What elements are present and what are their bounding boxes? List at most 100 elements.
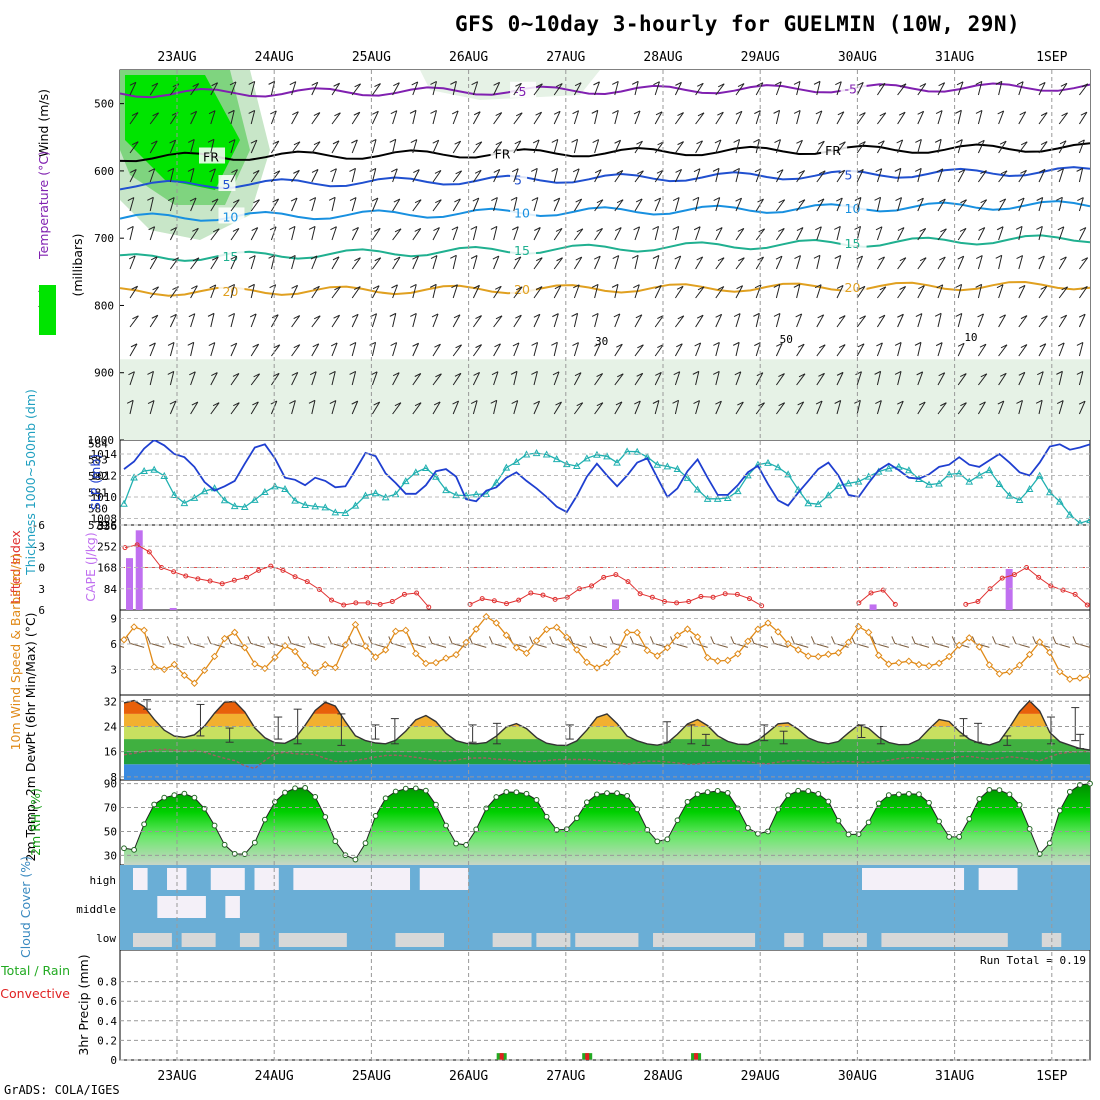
wind-barb-flag [571,138,578,143]
rh-point [805,788,812,794]
wind-barb-flag [230,342,237,347]
wind-barb-flag [189,371,196,376]
wind-barb [977,170,987,183]
wind-barb [715,286,725,299]
thickness-point [130,473,138,481]
wind-barb [493,343,501,357]
wind-barb-flag [692,370,700,375]
wind-barb [190,285,198,299]
wind-barb [149,342,156,357]
wind-barb [493,286,502,299]
wind-barb [634,400,641,415]
wind-barb-flag [737,227,745,232]
wind-barb [897,257,907,270]
wind-barb-flag [253,373,260,378]
wind-barb-flag [394,228,402,233]
wind-barb [1058,371,1063,386]
wind-barb [210,342,216,357]
wind-barb-flag [1018,371,1026,376]
cloud-high-gap [254,868,279,890]
precip-ytick: 0.4 [97,1015,117,1028]
wind-barb [856,169,864,183]
wind-barb-flag [414,228,421,232]
wind-barb-flag [918,285,925,290]
wind-barb [654,170,664,183]
wind-barb-flag [434,170,442,174]
cloud-level-label: middle [76,903,116,916]
wind-barb-flag [818,372,825,377]
wind-barb-flag [773,313,781,317]
wind-barb-flag [854,197,862,201]
wind-barb [614,401,623,415]
date-label-bottom: 25AUG [352,1069,391,1084]
wind-barb-flag [715,400,722,405]
wind-barb-flag [996,284,1004,289]
wind-barb [250,401,259,415]
wind-barb-flag [389,312,397,317]
temp-band [124,700,1090,714]
wind-barb [553,197,561,212]
wind-barb [674,400,680,415]
wind-barb [1078,168,1084,183]
wind-barb [472,344,482,357]
wind-barb [614,140,622,154]
wind-barb-flag [290,197,298,202]
thickness-point [935,479,943,487]
thickness-point [593,450,601,458]
rh-point [835,817,842,824]
wind-barb [856,226,862,241]
wind-barb-flag [169,400,177,405]
wind-barb-flag [815,110,823,115]
wind10m-barb [267,636,272,644]
wind-barb-flag [798,170,805,174]
wind-barb-flag [857,168,864,173]
wind-speed-point [502,631,511,639]
li-point [467,601,473,607]
rh-point [392,788,399,795]
wind-barb [573,256,583,270]
wind-barb-flag [309,371,317,376]
wind-barb-flag [732,341,740,346]
thickness-point [633,447,642,455]
wind-barb-flag [859,315,866,320]
wind-speed-point [311,669,319,677]
wind-barb [674,371,681,386]
wind-barb-flag [655,284,662,289]
wind-barb [876,256,885,270]
rh-point [624,792,631,799]
wind-barb-flag [495,315,503,320]
wind-barb-flag [1081,286,1088,290]
wind-barb-flag [511,168,519,173]
wind-speed-point [542,625,551,634]
wind-barb [917,197,924,212]
wind-barb-flag [576,228,584,233]
wind-barb [674,315,685,328]
slp-ytick: 1012 [91,470,118,483]
rh-point [714,788,721,794]
wind-barb-flag [390,110,398,115]
wind-barb [311,255,318,270]
cape-label: CAPE (J/kg) [83,532,98,602]
wind-barb-flag [490,399,497,404]
wind10m-barb [368,636,373,644]
wind-speed-point [351,620,360,629]
rh-point [261,816,268,823]
wind-barb-flag [633,284,640,289]
wind-barb [715,111,724,125]
wind-barb [412,284,417,299]
axes: 5006007008009001000579580581582583584100… [0,50,1067,1084]
wind-speed-point [1066,675,1074,683]
cloud-panel [120,865,1090,950]
cape-bar [126,558,133,610]
wind-barb [230,110,235,125]
wind-barb-flag [330,168,337,173]
wind-barb-flag [798,373,806,378]
wind-barb [937,372,946,386]
wind-barb-flag [289,400,296,404]
wind-barb-flag [637,344,644,349]
wind-barb-flag [717,111,724,116]
wind-barb [897,314,904,328]
wind-barb-flag [596,402,604,407]
li-line [469,574,762,607]
thickness-point [1045,488,1054,496]
